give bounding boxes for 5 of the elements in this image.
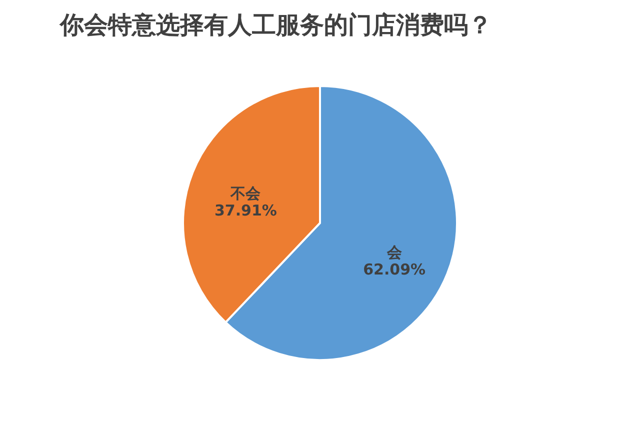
slice-label: 会: [386, 244, 403, 262]
data-label: 37.91%: [214, 201, 277, 220]
chart-title: 你会特意选择有人工服务的门店消费吗？: [59, 11, 492, 39]
slice-label: 不会: [230, 184, 262, 202]
data-label: 62.09%: [363, 260, 426, 279]
